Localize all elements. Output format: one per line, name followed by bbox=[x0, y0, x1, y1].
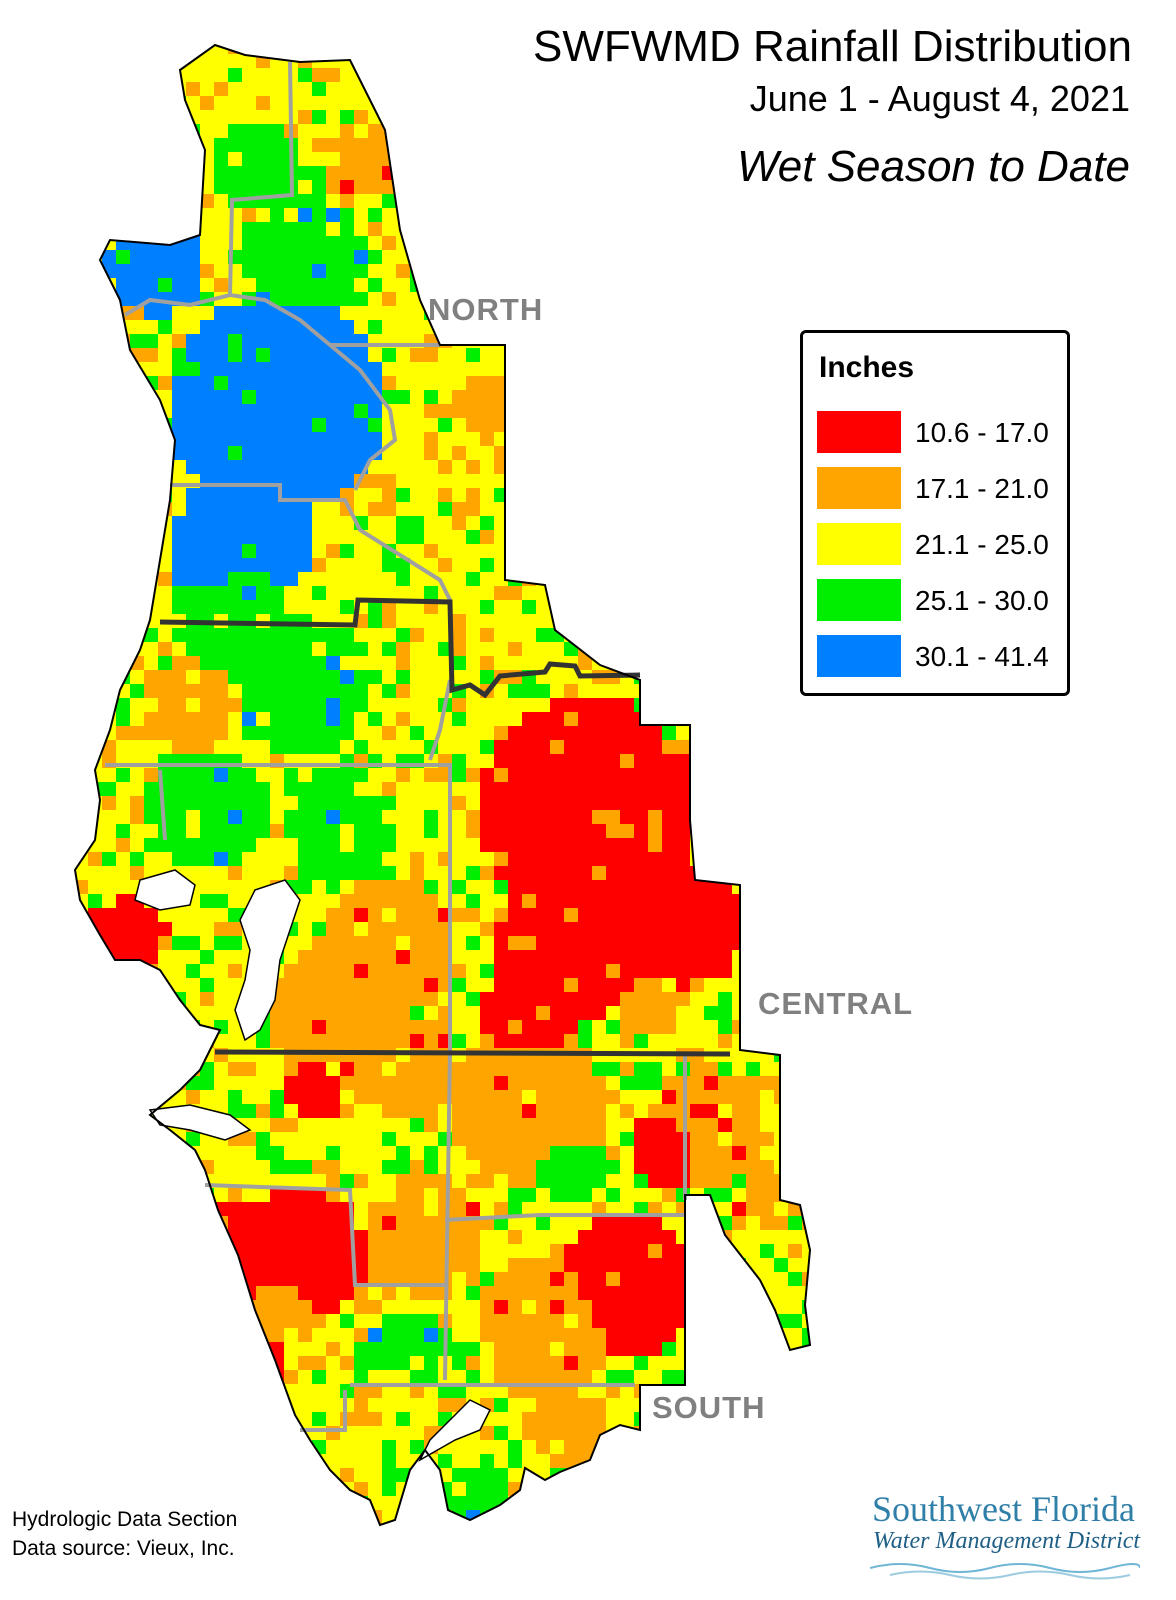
legend-label: 10.6 - 17.0 bbox=[915, 417, 1049, 448]
footer-section: Hydrologic Data Section bbox=[12, 1508, 238, 1531]
region-label-central: CENTRAL bbox=[758, 986, 914, 1021]
charlotte-harbor-water bbox=[418, 1399, 492, 1462]
logo-name: Southwest Florida bbox=[872, 1489, 1136, 1529]
legend-item: 30.1 - 41.4 bbox=[817, 635, 1057, 679]
region-boundaries bbox=[159, 597, 731, 1057]
legend-label: 21.1 - 25.0 bbox=[915, 529, 1049, 560]
logo-waves-icon bbox=[870, 1563, 1140, 1580]
map-title: SWFWMD Rainfall Distribution bbox=[533, 22, 1132, 71]
legend: Inches 10.6 - 17.0 17.1 - 21.0 21.1 - 25… bbox=[800, 330, 1070, 696]
logo-subname: Water Management District bbox=[873, 1528, 1141, 1554]
legend-swatch bbox=[817, 523, 901, 565]
tampa-bay-water bbox=[234, 879, 301, 1042]
county-boundaries bbox=[105, 61, 687, 1432]
old-tampa-bay-water bbox=[134, 869, 196, 911]
legend-item: 21.1 - 25.0 bbox=[817, 523, 1057, 567]
legend-swatch bbox=[817, 467, 901, 509]
legend-swatch bbox=[817, 579, 901, 621]
region-label-north: NORTH bbox=[428, 292, 544, 327]
legend-item: 25.1 - 30.0 bbox=[817, 579, 1057, 623]
date-range: June 1 - August 4, 2021 bbox=[749, 78, 1130, 119]
legend-item: 10.6 - 17.0 bbox=[817, 411, 1057, 455]
legend-label: 30.1 - 41.4 bbox=[915, 641, 1049, 672]
legend-label: 25.1 - 30.0 bbox=[915, 585, 1049, 616]
legend-swatch bbox=[817, 635, 901, 677]
legend-item: 17.1 - 21.0 bbox=[817, 467, 1057, 511]
footer-source: Data source: Vieux, Inc. bbox=[12, 1537, 235, 1560]
legend-title: Inches bbox=[819, 351, 915, 384]
legend-label: 17.1 - 21.0 bbox=[915, 473, 1049, 504]
legend-swatch bbox=[817, 411, 901, 453]
map-subtitle: Wet Season to Date bbox=[737, 142, 1130, 191]
region-label-south: SOUTH bbox=[652, 1390, 766, 1425]
